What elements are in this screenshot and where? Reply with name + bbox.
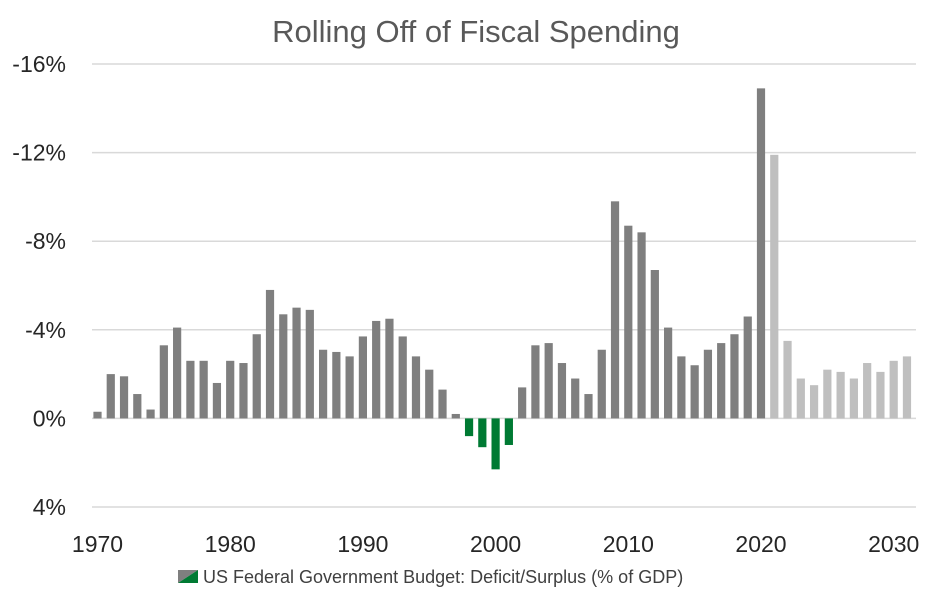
bar: [889, 360, 898, 419]
grid-lines: [92, 63, 916, 508]
bar: [478, 418, 487, 448]
bar: [770, 154, 779, 419]
bar: [119, 376, 129, 419]
legend: US Federal Government Budget: Deficit/Su…: [178, 567, 683, 587]
bar: [571, 378, 580, 419]
legend-swatch: [178, 570, 198, 583]
bar: [796, 378, 805, 419]
bar: [385, 318, 394, 419]
bar: [106, 374, 115, 419]
bar: [756, 88, 766, 419]
x-tick-label: 1980: [205, 531, 256, 557]
x-axis-ticks: 1970 1980 1990 2000 2010 2020 2030: [72, 531, 919, 557]
bar: [823, 369, 832, 419]
bar: [425, 369, 434, 419]
bar: [398, 336, 407, 419]
bar: [93, 411, 102, 419]
x-tick-label: 1970: [72, 531, 123, 557]
bar: [372, 320, 381, 419]
bar: [212, 382, 222, 419]
bar: [265, 289, 275, 419]
bar: [902, 356, 912, 419]
bar: [504, 418, 513, 445]
bar: [849, 378, 858, 419]
bar: [610, 201, 620, 419]
bar: [809, 385, 819, 419]
bar: [358, 336, 367, 419]
bar: [159, 345, 168, 419]
bar: [664, 327, 673, 419]
bar: [438, 389, 447, 419]
bar: [783, 340, 792, 419]
bar: [677, 356, 686, 419]
bar: [531, 345, 540, 419]
y-tick-label: -12%: [12, 140, 66, 166]
bar: [518, 387, 527, 419]
bar: [690, 365, 699, 419]
bar: [318, 349, 328, 419]
x-tick-label: 2010: [603, 531, 654, 557]
y-tick-label: -16%: [12, 51, 66, 77]
bar: [411, 356, 421, 419]
bar: [173, 327, 182, 419]
y-tick-label: -4%: [25, 317, 66, 343]
y-axis-ticks: -16% -12% -8% -4% 0% 4%: [12, 51, 66, 520]
bar: [544, 343, 553, 419]
bar: [491, 418, 500, 470]
bar: [597, 349, 606, 419]
y-tick-label: 4%: [33, 494, 66, 520]
bar: [730, 334, 739, 419]
bar: [345, 356, 354, 419]
x-tick-label: 2020: [735, 531, 786, 557]
bar: [451, 413, 460, 419]
bar: [146, 409, 155, 419]
bar: [252, 334, 261, 419]
bar: [464, 418, 474, 437]
bar: [624, 225, 633, 419]
bar: [717, 343, 726, 419]
bars: [93, 88, 912, 470]
bar: [305, 309, 314, 419]
bar: [199, 360, 208, 419]
bar: [332, 351, 341, 419]
chart-title: Rolling Off of Fiscal Spending: [272, 14, 680, 49]
bar: [863, 363, 872, 419]
bar: [292, 307, 301, 419]
bar: [703, 349, 713, 419]
bar: [836, 371, 845, 419]
x-tick-label: 1990: [337, 531, 388, 557]
bar: [226, 360, 235, 419]
bar: [239, 363, 248, 419]
legend-label: US Federal Government Budget: Deficit/Su…: [203, 567, 683, 587]
bar: [186, 360, 195, 419]
bar: [650, 270, 659, 419]
y-tick-label: -8%: [25, 228, 66, 254]
bar: [876, 371, 885, 419]
bar: [637, 232, 646, 419]
bar: [279, 314, 288, 419]
bar: [743, 316, 752, 419]
x-tick-label: 2030: [868, 531, 919, 557]
bar: [133, 394, 142, 419]
bar: [557, 363, 567, 419]
y-tick-label: 0%: [33, 405, 66, 431]
bar: [584, 394, 593, 419]
x-tick-label: 2000: [470, 531, 521, 557]
